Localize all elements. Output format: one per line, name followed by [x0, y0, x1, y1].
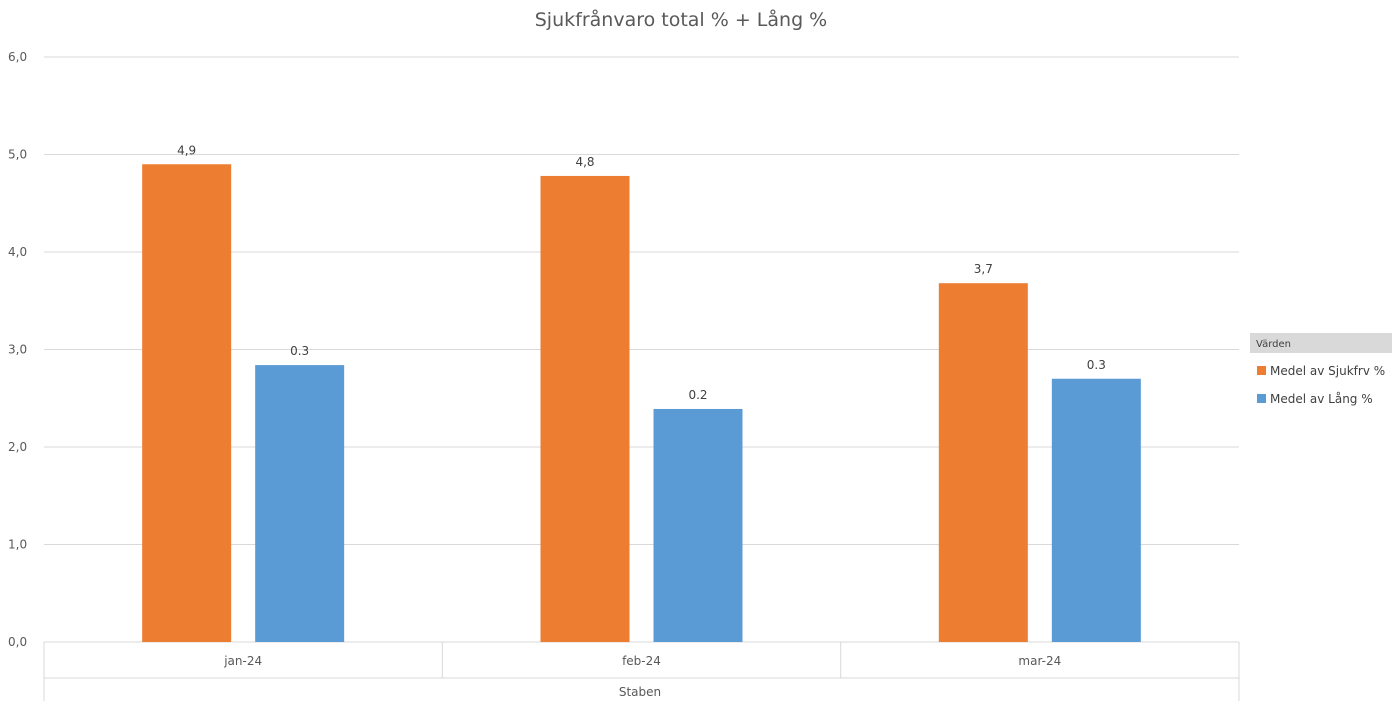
legend-label-sjukfrv: Medel av Sjukfrv % [1270, 364, 1385, 378]
y-tick-label: 1,0 [8, 538, 27, 552]
data-label: 0.3 [1087, 358, 1106, 372]
data-labels: 4,9 0.3 4,8 0.2 3,7 0.3 [177, 143, 1106, 402]
bar [653, 408, 743, 642]
y-axis: 0,0 1,0 2,0 3,0 4,0 5,0 6,0 [8, 50, 27, 649]
x-tick-label: mar-24 [1018, 654, 1061, 668]
x-axis: jan-24 feb-24 mar-24 [43, 642, 1240, 701]
legend-swatch-sjukfrv [1257, 366, 1266, 375]
bars [142, 164, 1141, 642]
y-tick-label: 5,0 [8, 148, 27, 162]
y-tick-label: 3,0 [8, 343, 27, 357]
x-tick-label: jan-24 [223, 654, 262, 668]
y-tick-label: 4,0 [8, 245, 27, 259]
legend-label-lang: Medel av Lång % [1270, 392, 1373, 406]
legend-title-background [1250, 333, 1392, 353]
gridlines [44, 56, 1239, 643]
data-label: 0.2 [688, 388, 707, 402]
y-tick-label: 2,0 [8, 440, 27, 454]
chart-title: Sjukfrånvaro total % + Lång % [535, 8, 827, 31]
bar [142, 164, 232, 642]
bar [938, 283, 1028, 642]
data-label: 0.3 [290, 344, 309, 358]
legend: Värden Medel av Sjukfrv % Medel av Lång … [1250, 333, 1392, 406]
bar [540, 175, 630, 642]
y-tick-label: 6,0 [8, 50, 27, 64]
x-group-label: Staben [619, 685, 661, 699]
legend-title: Värden [1256, 339, 1291, 350]
bar [1051, 378, 1141, 642]
bar [255, 365, 345, 642]
y-tick-label: 0,0 [8, 635, 27, 649]
data-label: 4,8 [575, 155, 594, 169]
legend-swatch-lang [1257, 394, 1266, 403]
x-tick-label: feb-24 [622, 654, 661, 668]
data-label: 4,9 [177, 143, 196, 157]
data-label: 3,7 [974, 262, 993, 276]
